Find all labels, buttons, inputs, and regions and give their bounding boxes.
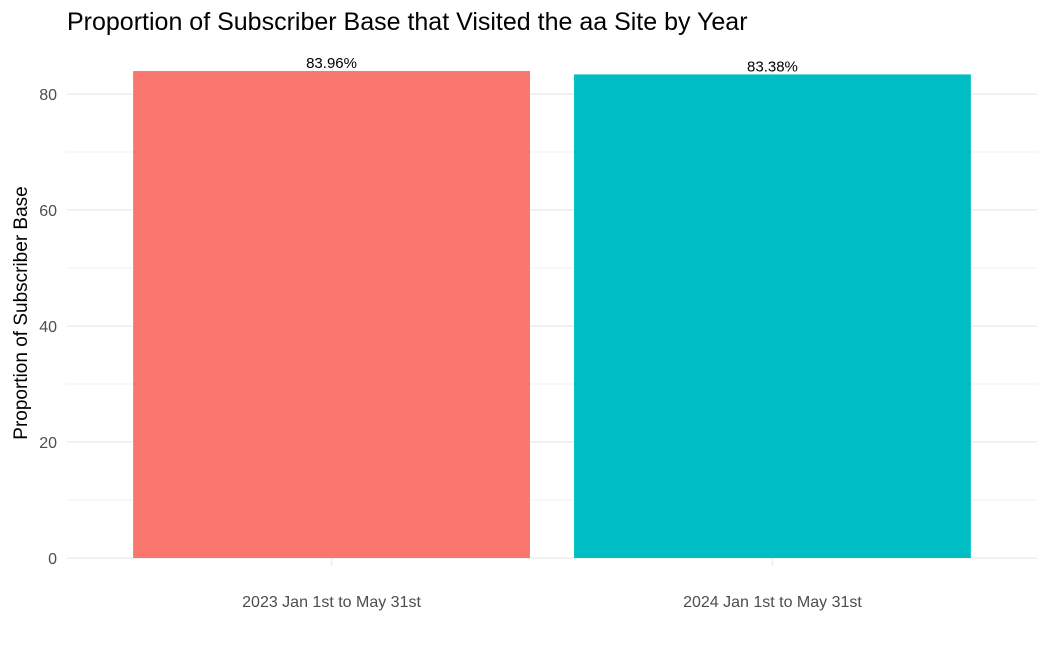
y-tick-label: 0 [48,551,57,568]
y-axis-title: Proportion of Subscriber Base [11,186,32,439]
bar [574,74,971,559]
x-tick-label: 2024 Jan 1st to May 31st [683,594,862,611]
bar-data-label: 83.38% [747,58,798,75]
bar-data-label: 83.96% [306,55,357,72]
chart-title: Proportion of Subscriber Base that Visit… [67,8,748,36]
x-axis: 2023 Jan 1st to May 31st 2024 Jan 1st to … [242,594,862,611]
y-tick-label: 80 [39,87,57,104]
y-tick-label: 60 [39,203,57,220]
y-axis: 0 20 40 60 80 [39,87,57,568]
data-labels: 83.96% 83.38% [306,55,798,75]
y-tick-label: 40 [39,319,57,336]
bars [133,71,971,559]
x-tick-label: 2023 Jan 1st to May 31st [242,594,421,611]
y-tick-label: 20 [39,435,57,452]
bar [133,71,530,559]
